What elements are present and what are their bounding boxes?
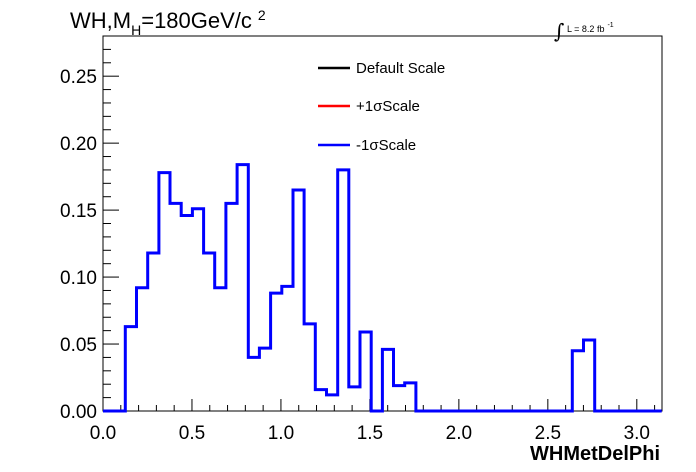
lumi-superscript: -1 (607, 22, 613, 29)
series-layer (103, 163, 662, 413)
histogram-bin (181, 215, 192, 411)
histogram-bin (192, 209, 203, 411)
x-axis: 0.0 0.5 1.0 1.5 2.0 2.5 3.0 (90, 399, 656, 444)
x-axis-label: WHMetDelPhi (530, 443, 660, 465)
y-axis: 0.00 0.05 0.10 0.15 0.20 0.25 (60, 48, 119, 423)
y-tick-label: 0.10 (60, 268, 97, 289)
histogram-bin (159, 173, 170, 411)
x-tick-label: 3.0 (624, 423, 650, 444)
x-tick-label: 0.5 (179, 423, 205, 444)
lumi-label: L = 8.2 fb -1 (567, 22, 614, 34)
chart-title: WH,MH=180GeV/c 2 (70, 7, 266, 38)
legend-label-default-scale: Default Scale (356, 60, 445, 77)
histogram-bin (572, 351, 583, 411)
lumi-integral-symbol: ∫ (554, 19, 564, 43)
lumi-text: L = 8.2 fb (567, 24, 604, 34)
histogram-bin (282, 286, 293, 411)
histogram-bin (583, 340, 594, 411)
histogram-bin (394, 386, 405, 411)
legend-label-plus-1sigma: +1σScale (356, 98, 420, 115)
y-tick-label: 0.00 (60, 402, 97, 423)
histogram-bin (237, 165, 248, 411)
histogram-bin (125, 327, 136, 411)
x-tick-label: 0.0 (90, 423, 116, 444)
histogram-bin (271, 293, 282, 411)
title-value: =180GeV/c (141, 8, 252, 33)
title-prefix: WH,M (70, 8, 131, 33)
histogram-bin (293, 190, 304, 411)
y-tick-label: 0.20 (60, 134, 97, 155)
y-tick-label: 0.05 (60, 335, 97, 356)
y-tick-label: 0.15 (60, 201, 97, 222)
histogram-bin (360, 332, 371, 411)
x-tick-label: 1.0 (268, 423, 294, 444)
histogram-bin (170, 203, 181, 411)
x-tick-label: 1.5 (357, 423, 383, 444)
y-tick-label: 0.25 (60, 67, 97, 88)
histogram-bin (349, 387, 360, 411)
histogram-bin (148, 253, 159, 411)
histogram-bin (405, 383, 416, 411)
histogram-bin (226, 203, 237, 411)
title-subscript: H (131, 22, 141, 38)
x-tick-label: 2.5 (535, 423, 561, 444)
title-superscript: 2 (258, 7, 266, 23)
histogram-bin (338, 170, 349, 411)
histogram-bin (248, 357, 259, 411)
histogram-bin (137, 288, 148, 411)
histogram-bin (215, 288, 226, 411)
histogram-bin (326, 395, 337, 411)
histogram-bin (304, 324, 315, 411)
legend-label-minus-1sigma: -1σScale (356, 137, 416, 154)
histogram-bin (315, 390, 326, 411)
x-tick-label: 2.0 (446, 423, 472, 444)
legend: Default Scale +1σScale -1σScale (318, 60, 445, 154)
series-line--1σScale (103, 163, 662, 413)
histogram-bin (382, 349, 393, 411)
histogram-bin (259, 348, 270, 411)
histogram-bin (204, 253, 215, 411)
